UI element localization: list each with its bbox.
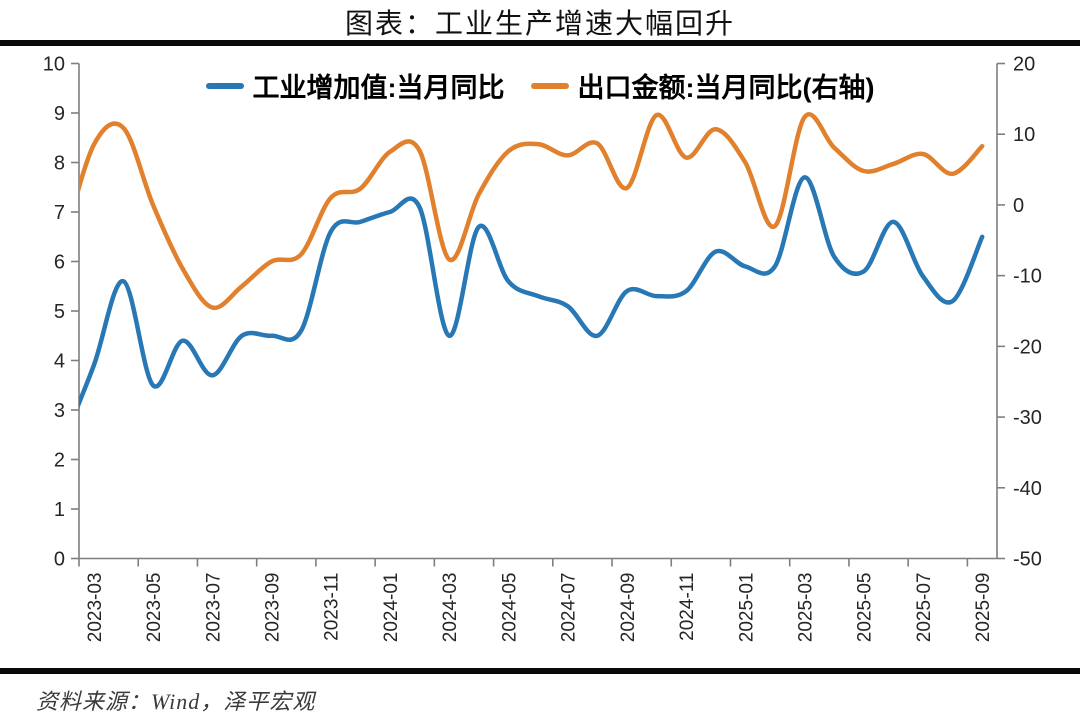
y-axis-left-label: 1: [54, 499, 65, 521]
top-divider: [0, 40, 1080, 46]
legend-swatch-export: [530, 82, 569, 89]
legend-label-industrial: 工业增加值:当月同比: [252, 73, 505, 103]
y-axis-left-label: 4: [54, 351, 65, 373]
x-axis-label: 2024-01: [381, 573, 402, 643]
legend-swatch-industrial: [205, 82, 244, 89]
source-note: 资料来源：Wind，泽平宏观: [36, 689, 316, 714]
y-axis-left-label: 3: [54, 400, 65, 422]
x-axis-label: 2024-07: [559, 573, 580, 643]
x-axis-label: 2023-07: [203, 573, 224, 643]
y-axis-left-label: 9: [54, 103, 65, 125]
bottom-divider: [0, 668, 1080, 674]
x-axis-label: 2025-01: [736, 573, 757, 643]
series-line-1: [79, 112, 985, 310]
x-axis-label: 2024-11: [677, 573, 698, 641]
y-axis-left-label: 7: [54, 202, 65, 224]
x-axis-label: 2024-09: [618, 573, 639, 643]
y-axis-right-label: -10: [1013, 266, 1042, 288]
series-lines: [79, 112, 985, 410]
y-axis-left-label: 8: [54, 153, 65, 175]
x-axis-label: 2025-05: [855, 573, 876, 643]
y-axis-right-label: -50: [1013, 549, 1042, 571]
y-axis-left-label: 0: [54, 549, 65, 571]
chart-title: 图表：工业生产增速大幅回升: [344, 9, 735, 40]
x-axis: 2023-03 2023-05 2023-07 2023-09 2023-11 2024-…: [78, 558, 994, 643]
y-axis-right-label: -20: [1013, 336, 1042, 358]
y-axis-left-label: 6: [54, 252, 65, 274]
x-axis-label: 2023-05: [144, 573, 165, 643]
axes: [78, 63, 998, 560]
x-axis-label: 2023-09: [262, 573, 283, 643]
x-axis-label: 2023-11: [322, 573, 343, 641]
y-axis-left-label: 10: [43, 54, 65, 76]
y-axis-left-label: 5: [54, 301, 65, 323]
legend-item-industrial: 工业增加值:当月同比: [205, 66, 505, 105]
x-axis-label: 2024-03: [440, 573, 461, 643]
legend-label-export: 出口金额:当月同比(右轴): [577, 73, 875, 103]
y-axis-right-label: -40: [1013, 478, 1042, 500]
x-axis-label: 2023-03: [85, 573, 106, 643]
legend-item-export: 出口金额:当月同比(右轴): [530, 66, 875, 105]
y-axis-right-label: 20: [1013, 54, 1035, 76]
y-axis-right-label: 10: [1013, 124, 1035, 146]
x-axis-label: 2025-03: [796, 573, 817, 643]
y-axis-right: 20 10 0 -10 -20 -30 -40 -50: [997, 54, 1042, 571]
x-axis-label: 2025-09: [973, 573, 994, 643]
y-axis-right-label: 0: [1013, 195, 1024, 217]
x-axis-label: 2024-05: [499, 573, 520, 643]
x-axis-label: 2025-07: [914, 573, 935, 643]
y-axis-right-label: -30: [1013, 407, 1042, 429]
series-line-0: [79, 175, 985, 410]
y-axis-left-label: 2: [54, 450, 65, 472]
chart-legend: 工业增加值:当月同比 出口金额:当月同比(右轴): [40, 66, 1040, 105]
